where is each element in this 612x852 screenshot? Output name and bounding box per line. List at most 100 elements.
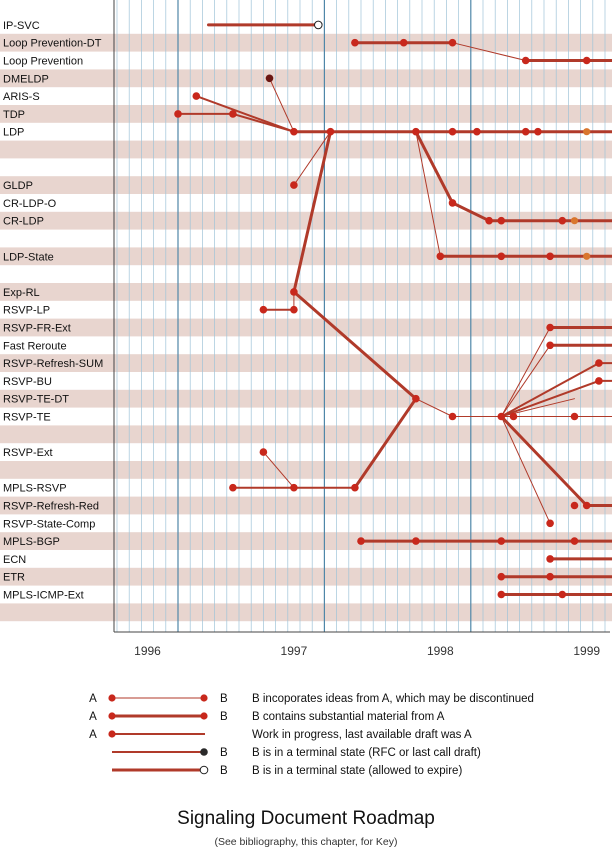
link-line [414,130,454,205]
legend-b-label: B [220,711,228,723]
draft-marker [582,501,591,510]
row-label: Loop Prevention-DT [3,38,102,50]
row-label: TDP [3,109,25,121]
legend-a-label: A [89,729,97,741]
row-stripes [0,33,612,622]
row-label: ECN [3,554,26,566]
draft-marker [497,572,506,581]
row-stripe [0,33,612,52]
row-label: ETR [3,572,25,584]
draft-marker [595,359,603,367]
legend-start-marker [108,694,116,702]
draft-marker [399,38,408,47]
legend-terminal-marker [200,748,208,756]
draft-marker [534,127,542,136]
draft-marker [570,537,579,545]
row-stripe [0,425,612,444]
link-line [500,379,600,418]
row-label: RSVP-TE-DT [3,394,69,406]
draft-marker [546,519,554,528]
row-label: RSVP-BU [3,376,52,388]
legend-start-marker [108,712,116,720]
draft-marker [448,412,457,421]
legend-item: A B B incoporates ideas from A, which may … [89,693,534,705]
draft-marker [546,572,554,581]
link-line [195,95,295,133]
legend-b-label: B [220,765,228,777]
link-line [293,131,331,186]
month-grid [113,0,610,633]
draft-marker [485,216,493,225]
draft-marker [497,590,506,599]
draft-marker [351,38,359,47]
link-line [415,398,453,417]
draft-marker [229,110,237,118]
draft-marker [595,377,603,385]
row-label: RSVP-LP [3,305,50,317]
draft-marker [351,483,359,492]
legend-description: B is in a terminal state (allowed to exp… [252,765,462,777]
row-stripe [0,461,612,479]
row-stripe [0,105,612,123]
row-label: RSVP-Ext [3,447,53,459]
row-stripe [0,354,612,372]
draft-marker [497,412,506,421]
legend-b-label: B [220,747,228,759]
row-label: ARIS-S [3,91,40,103]
draft-marker [521,56,530,65]
link-line [500,362,600,418]
draft-marker [546,555,554,563]
row-stripe [0,69,612,88]
row-label: MPLS-BGP [3,536,60,548]
link-line [500,327,551,417]
link-line [451,201,491,223]
draft-marker [570,412,579,421]
row-label: Exp-RL [3,287,40,299]
legend-end-marker [200,712,208,720]
draft-marker [229,483,237,492]
link-line [292,130,332,294]
legend-description: B contains substantial material from A [252,711,445,723]
row-label: Loop Prevention [3,56,83,68]
row-label: Fast Reroute [3,340,67,352]
row-label: RSVP-State-Comp [3,518,95,530]
draft-marker [290,483,298,492]
roadmap-diagram: IP-SVC Loop Prevention-DT Loop Prevention D… [0,0,612,777]
row-label: RSVP-Refresh-Red [3,501,99,513]
year-label: 1998 [427,644,454,658]
row-label: RSVP-FR-Ext [3,323,71,335]
legend-a-label: A [89,711,97,723]
row-label: RSVP-TE [3,412,51,424]
row-stripe [0,211,612,230]
diagram-title: Signaling Document Roadmap [177,808,435,829]
row-label: MPLS-RSVP [3,483,67,495]
draft-marker [290,181,298,189]
link-line [500,344,551,417]
diagram-subtitle: (See bibliography, this chapter, for Key… [214,836,398,848]
draft-marker [290,127,298,136]
draft-marker [546,252,554,261]
row-label: CR-LDP-O [3,198,57,210]
draft-marker [583,128,591,136]
row-label: IP-SVC [3,20,40,32]
draft-marker [290,305,298,314]
row-stripe [0,567,612,586]
legend-description: B incoporates ideas from A, which may be… [252,693,534,705]
year-label: 1996 [134,644,161,658]
row-stripe [0,389,612,408]
row-labels: IP-SVC Loop Prevention-DT Loop Prevention D… [3,20,103,602]
draft-marker [521,127,530,136]
year-axis: 1996 1997 1998 1999 [134,644,600,658]
draft-marker [412,394,420,403]
draft-marker [412,127,420,136]
link-line [500,416,551,524]
draft-marker [290,288,298,296]
row-label: GLDP [3,180,33,192]
draft-marker [497,537,506,545]
legend-item: B B is in a terminal state (RFC or last c… [112,747,481,759]
draft-marker [570,501,579,510]
draft-marker [448,38,457,47]
link-line [269,77,295,133]
row-label: MPLS-ICMP-Ext [3,590,84,602]
link-line [499,415,589,507]
